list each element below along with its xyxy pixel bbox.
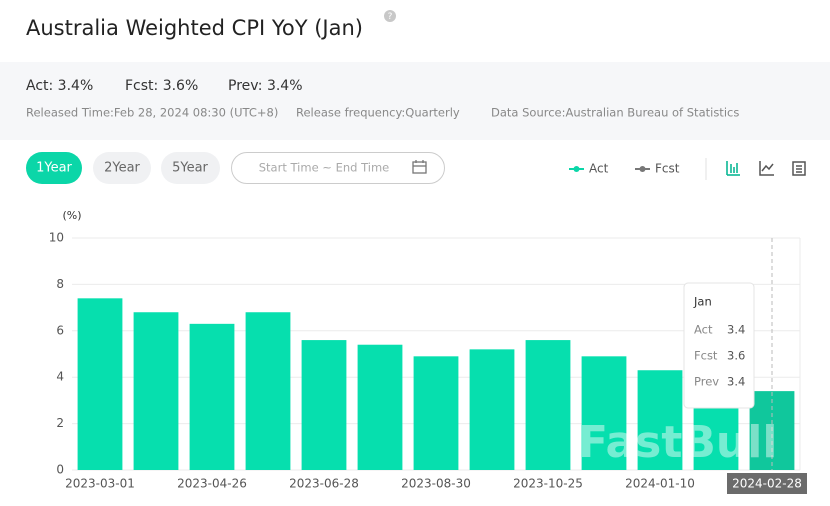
x-tick-label: 2023-08-30 — [401, 477, 471, 491]
bar — [637, 370, 683, 470]
x-tick-label: 2024-01-10 — [625, 477, 695, 491]
legend-dot — [639, 166, 646, 172]
y-tick-label: 4 — [56, 370, 64, 384]
bar — [133, 312, 179, 470]
x-label-highlight — [727, 473, 807, 494]
bar — [413, 356, 459, 470]
date-placeholder: Start Time ~ End Time — [259, 161, 390, 175]
tooltip-key: Act — [694, 323, 713, 337]
table-view-icon[interactable] — [792, 161, 806, 176]
tooltip-key: Prev — [694, 375, 719, 389]
date-input[interactable] — [231, 152, 445, 184]
bar — [301, 340, 347, 470]
y-axis-unit: (%) — [62, 209, 81, 222]
y-tick-label: 0 — [56, 463, 64, 477]
help-glyph: ? — [388, 12, 393, 22]
bar-view-icon[interactable] — [726, 161, 740, 176]
range-button[interactable] — [161, 152, 220, 184]
stats-panel — [0, 62, 830, 140]
help-icon[interactable] — [384, 10, 396, 22]
bar — [357, 344, 403, 470]
meta: Release frequency:Quarterly — [296, 106, 460, 120]
x-tick-label: 2023-04-26 — [177, 477, 247, 491]
calendar-icon — [412, 160, 427, 174]
legend-dot — [573, 166, 580, 172]
legend-label[interactable]: Act — [589, 162, 609, 176]
y-tick-label: 8 — [56, 277, 64, 291]
legend-label[interactable]: Fcst — [655, 162, 680, 176]
x-tick-label: 2023-10-25 — [513, 477, 583, 491]
bar — [525, 340, 571, 470]
range-button[interactable] — [93, 152, 151, 184]
y-tick-label: 10 — [49, 231, 64, 245]
bar — [469, 349, 515, 470]
stat: Act: 3.4% — [26, 78, 93, 94]
tooltip: Jan Act 3.4 Fcst 3.6 Prev 3.4 — [683, 282, 755, 409]
tooltip-value: 3.4 — [727, 323, 745, 337]
watermark: FastBull — [578, 417, 777, 468]
range-label: 2Year — [104, 161, 140, 176]
bar — [581, 356, 627, 470]
y-tick-label: 2 — [56, 416, 64, 430]
x-tick-label: 2023-06-28 — [289, 477, 359, 491]
tooltip-box — [683, 282, 755, 409]
page-title: Australia Weighted CPI YoY (Jan) — [26, 16, 363, 40]
x-tick-label: 2023-03-01 — [65, 477, 135, 491]
range-label: 1Year — [36, 161, 72, 176]
line-view-icon[interactable] — [759, 161, 774, 176]
tooltip-key: Fcst — [694, 349, 718, 363]
range-label: 5Year — [172, 161, 208, 176]
meta: Released Time:Feb 28, 2024 08:30 (UTC+8) — [26, 106, 278, 120]
tooltip-value: 3.6 — [727, 349, 745, 363]
tooltip-title: Jan — [693, 295, 712, 309]
range-button[interactable] — [26, 152, 82, 184]
bar — [189, 323, 235, 470]
stat: Fcst: 3.6% — [125, 78, 198, 94]
meta: Data Source:Australian Bureau of Statist… — [491, 106, 739, 120]
tooltip-value: 3.4 — [727, 375, 745, 389]
bar — [245, 312, 291, 470]
bar — [77, 298, 123, 470]
stat: Prev: 3.4% — [228, 78, 303, 94]
y-tick-label: 6 — [56, 323, 64, 337]
x-tick-label: 2024-02-28 — [732, 477, 802, 491]
chart: (%) 0 2 4 6 8 10 2023-03-01 2023-04-26 2023-06-28… — [49, 209, 807, 494]
